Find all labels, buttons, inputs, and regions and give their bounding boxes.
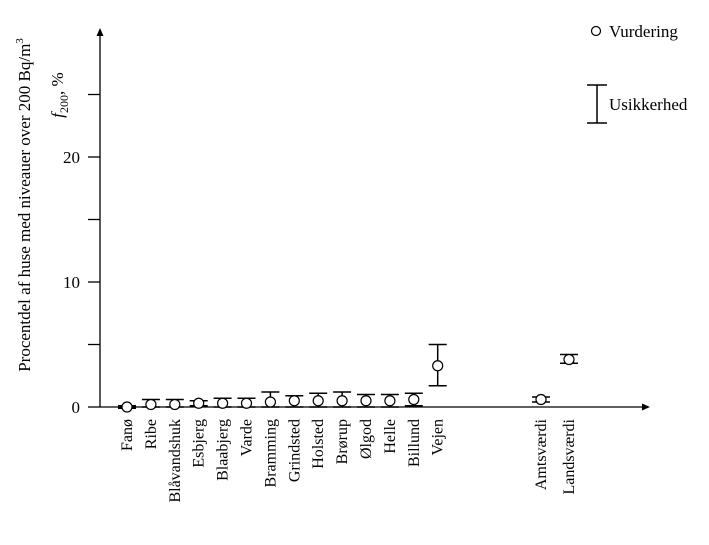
category-label: Amtsværdi [533,418,550,490]
category-labels: Fanø Ribe Blåvandshuk Esbjerg Blaabjerg Varde… [119,418,578,502]
data-point [312,395,324,407]
data-point-group [189,397,208,409]
y-tick-label: 0 [72,398,81,417]
data-marks [118,343,578,413]
data-point-group [532,393,550,406]
category-label: Vejen [430,419,447,455]
data-point-group [309,392,328,408]
category-label: Brørup [334,419,351,464]
category-label: Esbjerg [191,419,208,468]
data-point-group [285,395,304,408]
data-point-group [357,393,375,408]
data-point-group [428,343,447,387]
data-point-group [404,392,423,407]
data-point-group [118,401,136,413]
data-point-group [380,393,399,408]
category-label: Grindsted [286,419,303,482]
y-ticks: 0 10 20 [63,93,100,417]
category-label: Blåvandshuk [167,419,184,503]
data-point [240,397,253,409]
category-label: Billund [406,419,423,467]
data-point [408,393,420,406]
data-point-group [261,391,280,408]
category-label: Landsværdi [561,418,578,494]
data-point [432,360,444,372]
data-point [169,398,181,411]
category-label: Ølgod [358,419,375,459]
data-point [360,395,372,407]
category-label: Blaabjerg [215,419,232,481]
legend-errorbar-marker [587,84,607,124]
data-point [535,393,547,406]
legend-errorbar-label: Usikkerhed [609,95,688,114]
data-point [264,396,276,408]
y-axis-arrow [96,28,104,36]
category-label: Holsted [310,419,327,469]
category-label: Bramming [262,419,279,487]
data-point-group [165,398,184,411]
category-label: Helle [382,419,399,454]
data-point [288,395,300,407]
y-axis-label: Procentdel af huse med niveauer over 200… [14,38,34,372]
data-point [121,401,133,413]
category-label: Varde [239,419,256,456]
data-point-group [141,398,160,411]
axes [96,28,650,411]
legend-point-marker [590,25,602,37]
category-label: Fanø [119,419,136,451]
x-axis-arrow [642,403,650,411]
data-point-group [213,397,232,409]
legend: Vurdering Usikkerhed [587,22,688,124]
data-point [384,395,396,407]
legend-point-label: Vurdering [609,22,678,41]
y-tick-label: 20 [63,148,80,167]
y-tick-label: 10 [63,273,80,292]
data-point-group [560,353,578,366]
data-point-group [237,397,256,409]
category-label: Ribe [143,419,160,449]
data-point [193,397,205,409]
data-point [563,353,575,366]
data-point [336,395,348,407]
data-point [217,397,229,409]
data-point [145,398,157,411]
y-axis-symbol-label: f200, % [48,72,71,117]
data-point-group [333,391,352,408]
